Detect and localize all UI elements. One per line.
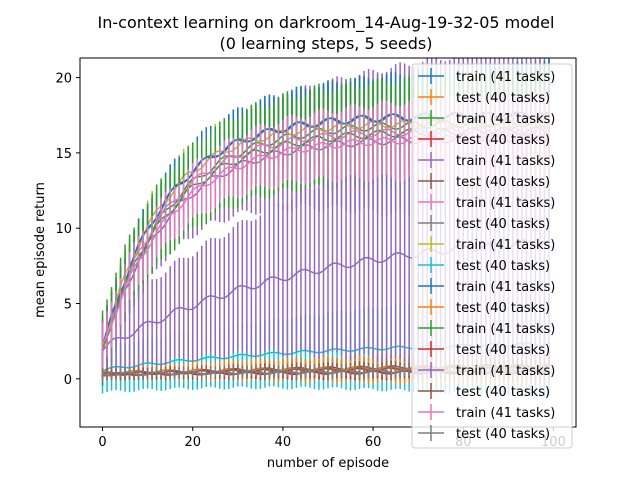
legend-label: train (41 tasks) xyxy=(456,196,555,211)
legend-item: train (41 tasks) xyxy=(418,404,555,421)
legend-item: train (41 tasks) xyxy=(418,362,555,379)
legend-label: test (40 tasks) xyxy=(456,217,550,232)
legend-label: test (40 tasks) xyxy=(456,427,550,442)
legend-label: test (40 tasks) xyxy=(456,343,550,358)
y-tick-label: 0 xyxy=(64,373,72,388)
legend-item: test (40 tasks) xyxy=(418,215,550,232)
y-tick-label: 5 xyxy=(64,297,72,312)
legend-box xyxy=(411,63,573,449)
legend-label: test (40 tasks) xyxy=(456,301,550,316)
y-axis-label: mean episode return xyxy=(33,182,48,318)
legend-item: test (40 tasks) xyxy=(418,131,550,148)
legend: train (41 tasks) test (40 tasks) train (41… xyxy=(411,63,573,449)
x-tick-label: 60 xyxy=(365,435,382,450)
legend-item: train (41 tasks) xyxy=(418,68,555,85)
legend-item: test (40 tasks) xyxy=(418,257,550,274)
y-tick-label: 20 xyxy=(55,72,72,87)
legend-item: train (41 tasks) xyxy=(418,194,555,211)
x-tick-label: 40 xyxy=(275,435,292,450)
legend-label: train (41 tasks) xyxy=(456,280,555,295)
legend-label: test (40 tasks) xyxy=(456,91,550,106)
x-tick-label: 0 xyxy=(98,435,106,450)
legend-label: test (40 tasks) xyxy=(456,385,550,400)
legend-label: train (41 tasks) xyxy=(456,406,555,421)
legend-label: train (41 tasks) xyxy=(456,322,555,337)
legend-label: test (40 tasks) xyxy=(456,175,550,190)
legend-item: test (40 tasks) xyxy=(418,383,550,400)
legend-label: train (41 tasks) xyxy=(456,364,555,379)
legend-item: train (41 tasks) xyxy=(418,236,555,253)
chart-title-line2: (0 learning steps, 5 seeds) xyxy=(219,34,432,53)
legend-item: test (40 tasks) xyxy=(418,173,550,190)
legend-item: test (40 tasks) xyxy=(418,299,550,316)
legend-item: train (41 tasks) xyxy=(418,110,555,127)
y-tick-label: 15 xyxy=(55,147,72,162)
legend-label: train (41 tasks) xyxy=(456,238,555,253)
legend-item: test (40 tasks) xyxy=(418,89,550,106)
legend-item: test (40 tasks) xyxy=(418,341,550,358)
legend-label: train (41 tasks) xyxy=(456,70,555,85)
legend-label: train (41 tasks) xyxy=(456,112,555,127)
legend-item: train (41 tasks) xyxy=(418,320,555,337)
legend-item: test (40 tasks) xyxy=(418,425,550,442)
chart-title-line1: In-context learning on darkroom_14-Aug-1… xyxy=(98,13,555,33)
x-tick-label: 20 xyxy=(184,435,201,450)
axes-frame xyxy=(79,57,577,428)
legend-item: train (41 tasks) xyxy=(418,152,555,169)
legend-label: test (40 tasks) xyxy=(456,133,550,148)
x-axis-label: number of episode xyxy=(267,456,389,471)
legend-item: train (41 tasks) xyxy=(418,278,555,295)
y-tick-label: 10 xyxy=(55,222,72,237)
legend-label: test (40 tasks) xyxy=(456,259,550,274)
legend-label: train (41 tasks) xyxy=(456,154,555,169)
